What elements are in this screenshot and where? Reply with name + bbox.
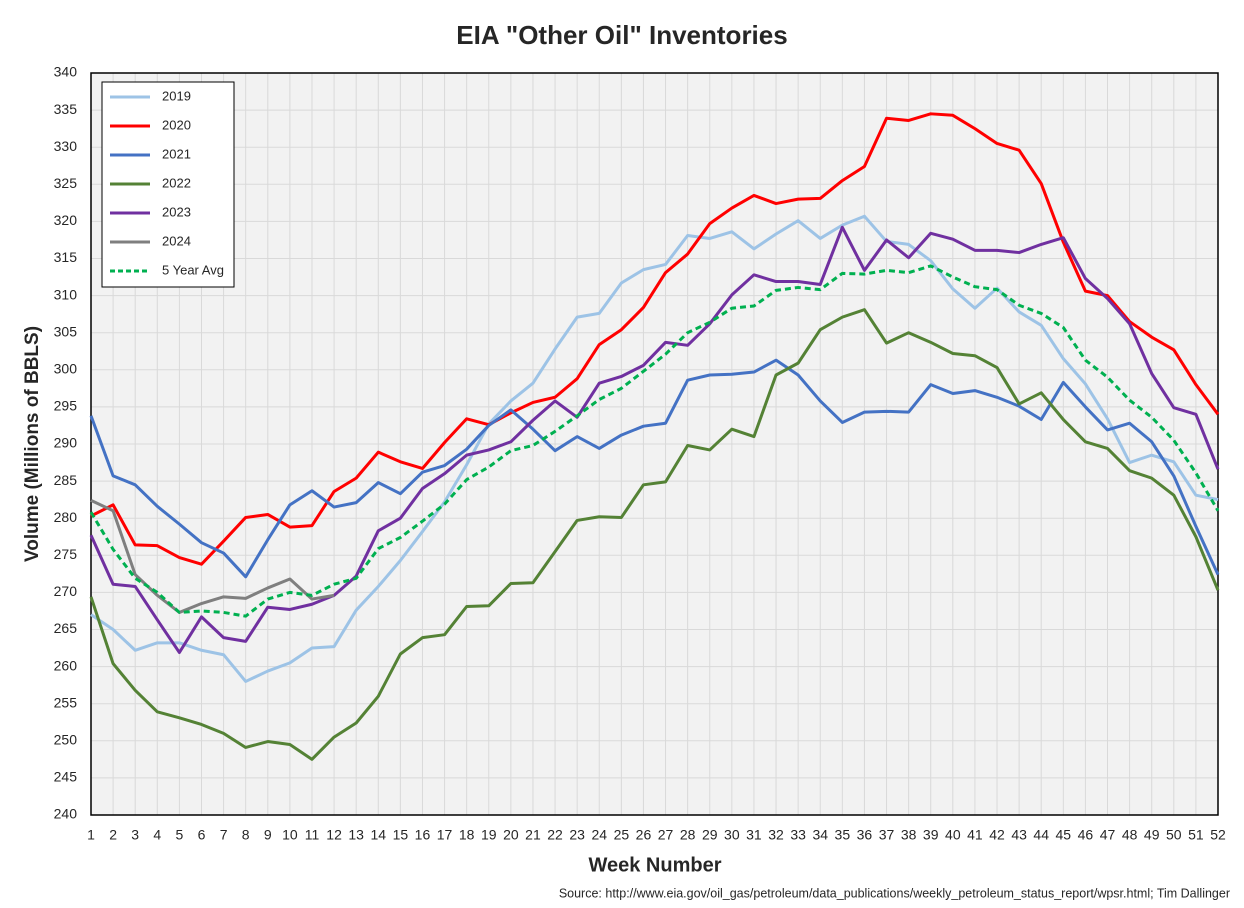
x-tick-label: 46 [1078, 827, 1094, 843]
plot-border [90, 72, 1219, 816]
x-tick-label: 37 [879, 827, 895, 843]
y-tick-label: 300 [54, 361, 78, 377]
legend-label: 5 Year Avg [162, 262, 224, 277]
x-tick-label: 13 [348, 827, 364, 843]
series-line [89, 358, 1220, 579]
x-tick-label: 39 [923, 827, 939, 843]
y-tick-label: 270 [54, 583, 78, 599]
x-tick-label: 44 [1033, 827, 1049, 843]
x-tick-label: 17 [437, 827, 453, 843]
y-tick-label: 335 [54, 101, 78, 117]
x-tick-label: 31 [746, 827, 762, 843]
y-tick-label: 240 [54, 806, 78, 822]
y-tick-label: 260 [54, 657, 78, 673]
x-tick-label: 36 [857, 827, 873, 843]
x-tick-label: 51 [1188, 827, 1204, 843]
y-tick-label: 280 [54, 509, 78, 525]
y-tick-label: 255 [54, 694, 78, 710]
x-tick-label: 26 [636, 827, 652, 843]
source-note: Source: http://www.eia.gov/oil_gas/petro… [559, 886, 1230, 900]
x-tick-label: 14 [370, 827, 386, 843]
x-tick-label: 34 [812, 827, 828, 843]
x-tick-label: 18 [459, 827, 475, 843]
x-tick-label: 23 [569, 827, 585, 843]
series-line [90, 499, 335, 614]
x-tick-label: 35 [835, 827, 851, 843]
x-tick-label: 25 [614, 827, 630, 843]
series-line [89, 264, 1220, 618]
x-tick-label: 50 [1166, 827, 1182, 843]
y-axis-title: Volume (Millions of BBLS) [22, 326, 43, 562]
x-tick-label: 49 [1144, 827, 1160, 843]
x-tick-label: 48 [1122, 827, 1138, 843]
x-tick-label: 9 [264, 827, 272, 843]
chart-title: EIA "Other Oil" Inventories [456, 20, 787, 50]
x-tick-label: 2 [109, 827, 117, 843]
x-tick-label: 45 [1056, 827, 1072, 843]
y-tick-label: 340 [54, 64, 78, 80]
y-tick-label: 275 [54, 546, 78, 562]
legend: 2019 2020 2021 2022 2023 2024 5 Year Avg [101, 81, 235, 288]
x-tick-label: 3 [131, 827, 139, 843]
x-tick-label: 28 [680, 827, 696, 843]
y-tick-label: 305 [54, 323, 78, 339]
legend-label: 2022 [162, 175, 191, 190]
x-tick-label: 21 [525, 827, 541, 843]
x-tick-label: 42 [989, 827, 1005, 843]
x-tick-label: 12 [326, 827, 342, 843]
x-tick-label: 16 [415, 827, 431, 843]
x-tick-label: 11 [305, 827, 320, 843]
x-tick-label: 7 [220, 827, 228, 843]
x-tick-label: 20 [503, 827, 519, 843]
x-tick-label: 40 [945, 827, 961, 843]
x-tick-label: 4 [153, 827, 161, 843]
x-tick-label: 1 [87, 827, 95, 843]
x-tick-label: 38 [901, 827, 917, 843]
y-tick-label: 265 [54, 620, 78, 636]
x-tick-label: 33 [790, 827, 806, 843]
y-tick-label: 245 [54, 769, 78, 785]
y-tick-label: 330 [54, 138, 78, 154]
x-axis-title: Week Number [588, 854, 721, 876]
y-tick-label: 310 [54, 286, 78, 302]
y-tick-label: 250 [54, 732, 78, 748]
legend-label: 2023 [162, 204, 191, 219]
x-tick-label: 29 [702, 827, 718, 843]
y-tick-label: 290 [54, 435, 78, 451]
series-line [89, 225, 1220, 655]
x-tick-label: 52 [1210, 827, 1226, 843]
legend-label: 2021 [162, 146, 191, 161]
x-tick-label: 6 [198, 827, 206, 843]
y-tick-label: 320 [54, 212, 78, 228]
series-line [90, 214, 1219, 683]
x-tick-label: 8 [242, 827, 250, 843]
y-tick-label: 285 [54, 472, 78, 488]
x-tick-label: 32 [768, 827, 784, 843]
x-tick-label: 47 [1100, 827, 1116, 843]
x-tick-label: 15 [393, 827, 409, 843]
x-tick-label: 43 [1011, 827, 1027, 843]
y-tick-label: 325 [54, 175, 78, 191]
series-line [89, 308, 1220, 761]
x-tick-label: 5 [175, 827, 183, 843]
legend-label: 2024 [162, 233, 191, 248]
x-tick-label: 30 [724, 827, 740, 843]
y-tick-label: 295 [54, 398, 78, 414]
x-tick-label: 24 [591, 827, 607, 843]
x-tick-label: 22 [547, 827, 563, 843]
x-tick-label: 10 [282, 827, 298, 843]
x-tick-label: 19 [481, 827, 497, 843]
y-tick-label: 315 [54, 249, 78, 265]
x-tick-label: 41 [967, 827, 983, 843]
legend-label: 2020 [162, 117, 191, 132]
x-tick-label: 27 [658, 827, 674, 843]
legend-label: 2019 [162, 88, 191, 103]
